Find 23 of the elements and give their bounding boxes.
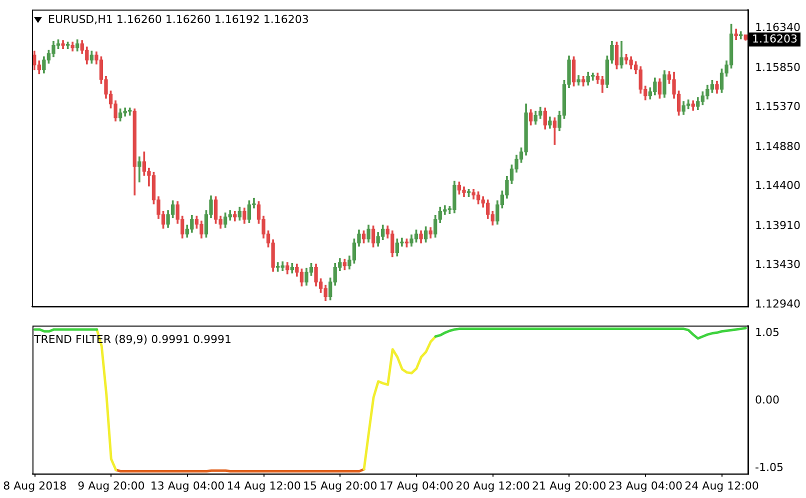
x-tick-label: 14 Aug 12:00 [226, 479, 301, 492]
x-tick-label: 9 Aug 20:00 [78, 479, 145, 492]
y-tick-label: 1.05 [755, 326, 780, 340]
y-tick-label: 1.15370 [755, 100, 800, 114]
x-tick-label: 17 Aug 04:00 [379, 479, 454, 492]
chart-title: EURUSD,H1 1.16260 1.16260 1.16192 1.16203 [48, 13, 309, 26]
y-tick-label: -1.05 [755, 460, 784, 474]
x-tick-label: 24 Aug 12:00 [684, 479, 759, 492]
y-tick-label: 1.12940 [755, 298, 800, 311]
y-tick-label: 1.13430 [755, 258, 800, 271]
y-tick-label: 1.16340 [755, 21, 800, 34]
y-tick-label: 1.15850 [755, 61, 800, 74]
text: 1.16203 [752, 32, 798, 46]
y-tick-label: 1.13910 [755, 218, 800, 232]
x-tick-label: 21 Aug 20:00 [532, 479, 606, 492]
x-tick-label: 20 Aug 12:00 [456, 479, 530, 492]
y-tick-label: 0.00 [755, 394, 780, 407]
x-tick-label: 13 Aug 04:00 [150, 479, 225, 492]
y-tick-label: 1.14880 [755, 140, 800, 153]
x-tick-label: 8 Aug 2018 [3, 479, 67, 492]
x-tick-label: 23 Aug 04:00 [608, 479, 683, 492]
y-tick-label: 1.14400 [755, 178, 800, 192]
x-tick-label: 15 Aug 20:00 [303, 479, 378, 492]
